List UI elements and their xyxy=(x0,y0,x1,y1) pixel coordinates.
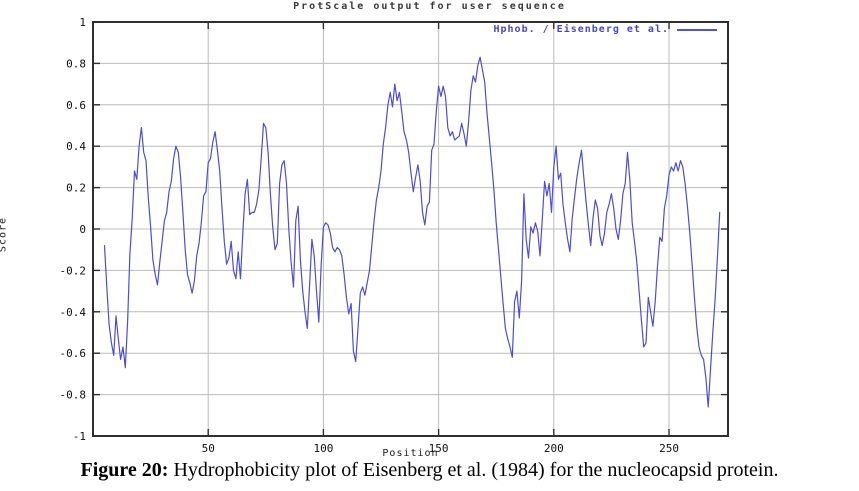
y-tick-label: 0.2 xyxy=(66,182,86,195)
y-tick-label: 0.4 xyxy=(66,140,86,153)
y-tick-label: -0.2 xyxy=(60,264,87,277)
legend-label: Hphob. / Eisenberg et al. xyxy=(493,24,669,35)
x-tick-label: 250 xyxy=(659,442,679,455)
chart-title: ProtScale output for user sequence xyxy=(293,1,566,12)
legend: Hphob. / Eisenberg et al. xyxy=(493,24,717,35)
y-tick-label: -0.6 xyxy=(60,347,87,360)
y-tick-label: -1 xyxy=(73,430,86,443)
figure-caption: Figure 20: Hydrophobicity plot of Eisenb… xyxy=(0,459,859,482)
x-tick-label: 100 xyxy=(313,442,333,455)
legend-line-sample xyxy=(677,28,717,31)
hydrophobicity-line xyxy=(103,56,721,408)
x-tick-label: 200 xyxy=(544,442,564,455)
figure-caption-text: Hydrophobicity plot of Eisenberg et al. … xyxy=(173,459,779,481)
y-tick-label: -0.4 xyxy=(60,306,87,319)
y-axis-title: Score xyxy=(0,216,9,253)
x-tick-label: 150 xyxy=(429,442,449,455)
y-tick-label: 0.6 xyxy=(66,99,86,112)
y-tick-label: 0 xyxy=(79,223,86,236)
x-axis-title: Position xyxy=(382,448,439,459)
y-tick-label: 1 xyxy=(79,16,86,29)
figure-caption-label: Figure 20: xyxy=(80,459,169,481)
y-tick-label: 0.8 xyxy=(66,57,86,70)
y-tick-label: -0.8 xyxy=(60,389,87,402)
x-tick-label: 50 xyxy=(202,442,215,455)
